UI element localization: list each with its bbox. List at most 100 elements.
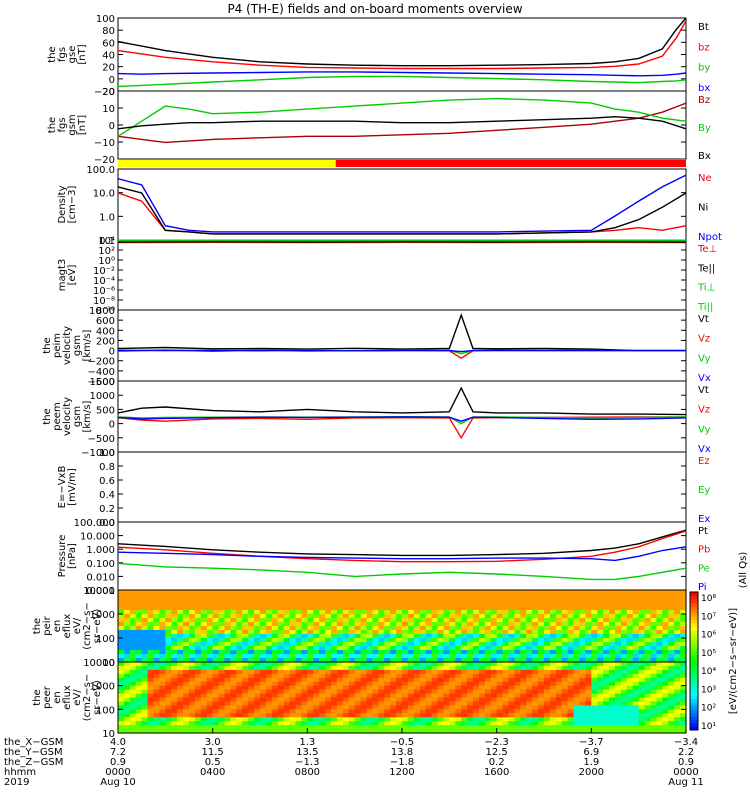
spectrogram-cell [674,610,681,615]
spectrogram-cell [549,626,557,631]
spectrogram-cell [490,721,498,726]
spectrogram-cell [236,646,243,651]
spectrogram-cell [478,622,486,627]
spectrogram-cell [271,626,279,631]
spectrogram-cell [425,614,433,619]
spectrogram-cell [656,681,663,687]
spectrogram-cell [502,642,510,647]
spectrogram-cell [372,606,379,611]
spectrogram-cell [289,681,297,687]
spectrogram-cell [183,598,190,603]
spectrogram-cell [656,642,663,647]
spectrogram-cell [218,665,226,671]
spectrogram-cell [443,598,450,603]
spectrogram-cell [496,669,504,675]
spectrogram-cell [402,630,409,635]
x-column-value: 1600 [484,767,509,778]
spectrogram-cell [455,709,462,714]
spectrogram-cell [461,650,468,655]
spectrogram-cell [123,665,131,671]
spectrogram-cell [609,685,616,691]
spectrogram-cell [473,713,480,718]
spectrogram-cell [254,662,261,667]
spectrogram-cell [230,622,237,627]
spectrogram-cell [325,658,332,663]
spectrogram-cell [508,709,516,714]
spectrogram-cell [283,614,291,619]
spectrogram-cell [271,602,279,607]
spectrogram-cell [301,626,308,631]
spectrogram-cell [425,729,433,734]
spectrogram-cell [473,677,480,683]
spectrogram-cell [390,630,397,635]
spectrogram-cell [526,658,533,663]
spectrogram-cell [159,717,166,722]
spectrogram-cell [431,614,439,619]
colorbar-cell [690,619,698,624]
spectrogram-cell [183,721,190,726]
spectrogram-cell [396,610,403,615]
spectrogram-cell [591,705,598,710]
spectrogram-cell [449,689,456,695]
y-tick-label: 0.1 [99,236,115,247]
spectrogram-cell [579,709,587,714]
spectrogram-cell [301,654,308,659]
spectrogram-cell [573,697,581,703]
spectrogram-cell [650,642,658,647]
spectrogram-cell [467,689,474,695]
spectrogram-cell [419,681,427,687]
spectrogram-cell [224,618,232,623]
spectrogram-cell [591,693,598,699]
spectrogram-cell [200,709,208,714]
spectrogram-cell [194,638,202,643]
spectrogram-cell [413,685,421,691]
spectrogram-cell [496,642,504,647]
spectrogram-cell [502,685,510,691]
spectrogram-cell [490,677,498,683]
spectrogram-cell [212,709,220,714]
spectrogram-cell [656,650,663,655]
spectrogram-cell [620,729,628,734]
spectrogram-cell [478,642,486,647]
series-line [117,17,687,67]
spectrogram-cell [171,681,178,687]
spectrogram-cell [277,598,285,603]
spectrogram-cell [372,721,379,726]
spectrogram-cell [680,685,687,691]
spectrogram-cell [218,606,226,611]
spectrogram-cell [183,713,190,718]
spectrogram-cell [342,654,350,659]
spectrogram-cell [118,681,125,687]
spectrogram-cell [674,701,681,706]
spectrogram-cell [573,681,581,687]
spectrogram-cell [348,658,356,663]
spectrogram-cell [508,677,516,683]
spectrogram-cell [123,705,131,710]
spectrogram-cell [502,614,510,619]
spectrogram-cell [425,642,433,647]
spectrogram-cell [384,689,391,695]
spectrogram-cell [538,669,545,675]
spectrogram-cell [644,677,652,683]
spectrogram-cell [650,638,658,643]
spectrogram-cell [555,650,563,655]
spectrogram-cell [289,634,297,639]
spectrogram-cell [342,709,350,714]
spectrogram-cell [194,689,202,695]
spectrogram-cell [473,622,480,627]
spectrogram-cell [354,689,362,695]
spectrogram-cell [248,665,255,671]
spectrogram-cell [218,717,226,722]
spectrogram-cell [650,689,658,695]
y-axis-label: en [52,691,63,704]
spectrogram-cell [478,697,486,703]
spectrogram-cell [407,705,415,710]
spectrogram-cell [384,658,391,663]
spectrogram-cell [372,685,379,691]
spectrogram-cell [467,630,474,635]
spectrogram-cell [283,618,291,623]
spectrogram-cell [455,701,462,706]
y-tick-label: 10000 [83,658,115,669]
spectrogram-cell [514,594,521,599]
spectrogram-cell [555,638,563,643]
